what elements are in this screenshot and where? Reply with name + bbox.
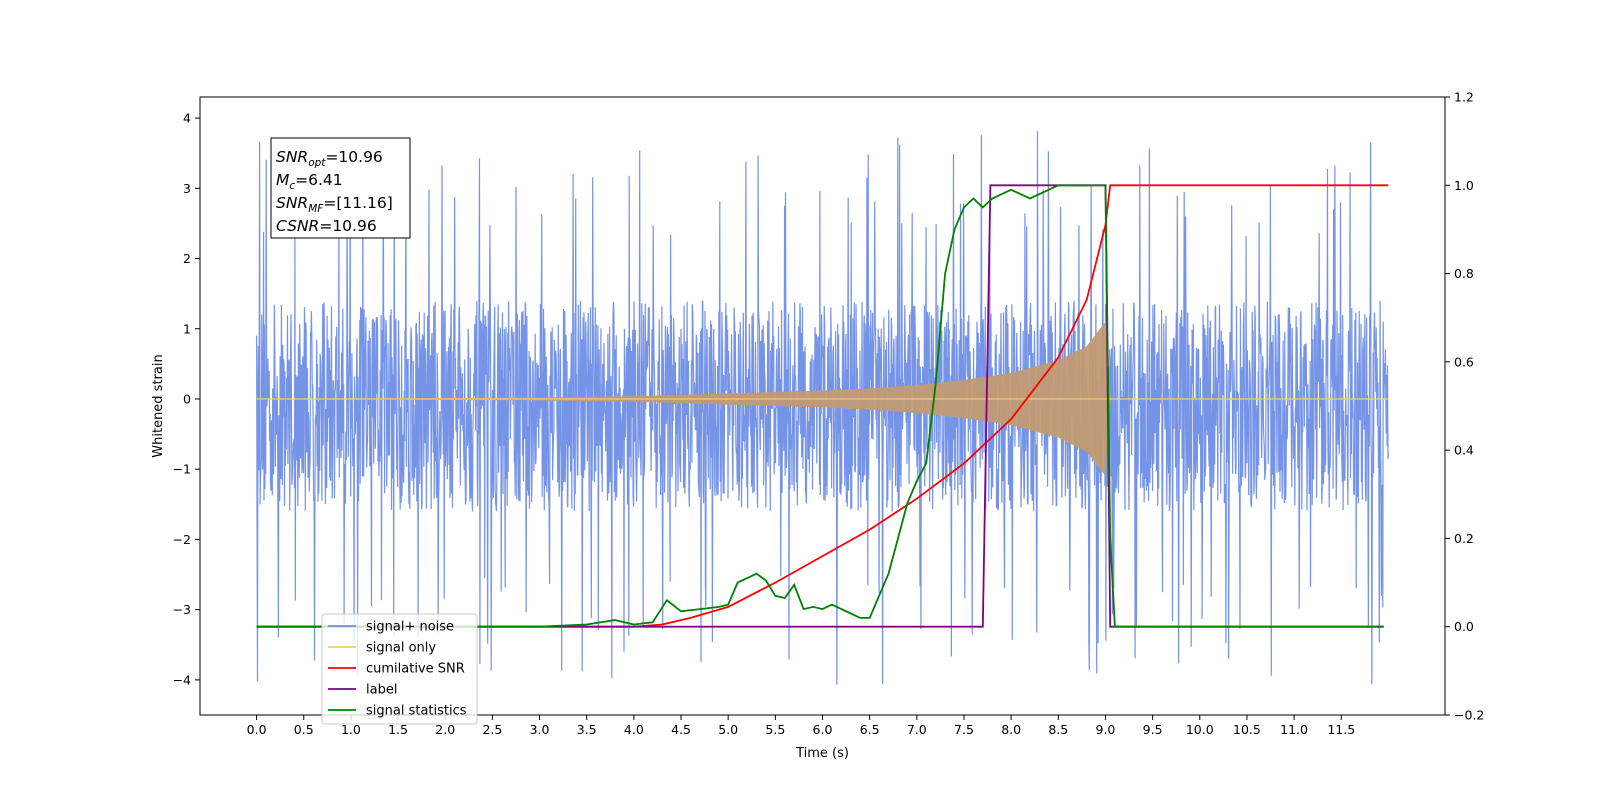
signal-statistics-line — [256, 184, 1384, 628]
annotation-frame — [270, 137, 411, 239]
legend-label: signal statistics — [366, 704, 467, 719]
x-tick-label: 4.0 — [624, 722, 644, 737]
x-tick-label: 6.5 — [860, 722, 880, 737]
y-tick-label: 2 — [183, 251, 191, 266]
x-tick-label: 9.5 — [1143, 722, 1163, 737]
y-axis-ticks: 4 3 2 1 0 −1 −2 −3 −4 — [173, 111, 200, 687]
x-tick-label: 2.5 — [482, 722, 502, 737]
y-tick-label: −4 — [173, 672, 191, 687]
x-tick-label: 0.5 — [294, 722, 314, 737]
y2-tick-label: −0.2 — [1454, 708, 1484, 723]
x-tick-label: 11.5 — [1327, 722, 1355, 737]
x-axis-ticks: 0.0 0.5 1.0 1.5 2.0 2.5 3.0 3.5 4.0 4.5 5.0 5.5 6.0 6… — [247, 715, 1355, 737]
legend-label: signal+ noise — [366, 620, 454, 635]
annotation-line: SNRMF=[11.16] — [276, 194, 393, 215]
legend: signal+ noise signal only cumilative SNR la… — [321, 613, 478, 725]
y-tick-label: 3 — [183, 181, 191, 196]
cumulative-snr-line — [256, 184, 1389, 628]
x-tick-label: 7.5 — [954, 722, 974, 737]
x-tick-label: 7.0 — [907, 722, 927, 737]
x-tick-label: 5.5 — [765, 722, 785, 737]
x-tick-label: 11.0 — [1280, 722, 1308, 737]
x-tick-label: 10.5 — [1233, 722, 1261, 737]
x-tick-label: 5.0 — [718, 722, 738, 737]
y2-tick-label: 0.2 — [1454, 531, 1474, 546]
y2-axis-ticks: 1.2 1.0 0.8 0.6 0.4 0.2 0.0 −0.2 — [1445, 90, 1484, 723]
y-tick-label: −1 — [173, 462, 191, 477]
signal-plus-noise-line — [256, 131, 1389, 685]
legend-label: label — [366, 683, 397, 698]
x-tick-label: 0.0 — [247, 722, 267, 737]
x-tick-label: 10.0 — [1186, 722, 1214, 737]
x-tick-label: 8.0 — [1001, 722, 1021, 737]
legend-frame — [321, 613, 478, 725]
y2-tick-label: 0.0 — [1454, 619, 1474, 634]
annotation-line: CSNR=10.96 — [276, 217, 377, 235]
annotation-line: SNRopt=10.96 — [276, 148, 383, 169]
y2-tick-label: 1.2 — [1454, 90, 1474, 105]
signal-plus-noise-series — [256, 131, 1389, 685]
legend-label: signal only — [366, 641, 436, 656]
signal-only-series — [256, 321, 1389, 477]
x-tick-label: 3.5 — [577, 722, 597, 737]
x-axis-label: Time (s) — [795, 746, 849, 761]
x-tick-label: 1.0 — [341, 722, 361, 737]
x-tick-label: 9.0 — [1096, 722, 1116, 737]
y2-tick-label: 0.4 — [1454, 443, 1474, 458]
x-tick-label: 2.0 — [435, 722, 455, 737]
x-tick-label: 4.5 — [671, 722, 691, 737]
y-tick-label: 4 — [183, 111, 191, 126]
y2-tick-label: 0.8 — [1454, 266, 1474, 281]
y-tick-label: −2 — [173, 532, 191, 547]
y-tick-label: 1 — [183, 321, 191, 336]
y2-tick-label: 1.0 — [1454, 178, 1474, 193]
right-axis-series — [256, 184, 1389, 628]
annotation-line: Mc=6.41 — [276, 171, 343, 192]
y2-tick-label: 0.6 — [1454, 354, 1474, 369]
y-tick-label: −3 — [173, 602, 191, 617]
x-tick-label: 3.0 — [530, 722, 550, 737]
x-tick-label: 8.5 — [1048, 722, 1068, 737]
y-tick-label: 0 — [183, 391, 191, 406]
x-tick-label: 1.5 — [388, 722, 408, 737]
legend-label: cumilative SNR — [366, 662, 465, 677]
x-tick-label: 6.0 — [813, 722, 833, 737]
y-axis-label: Whitened strain — [151, 354, 166, 457]
